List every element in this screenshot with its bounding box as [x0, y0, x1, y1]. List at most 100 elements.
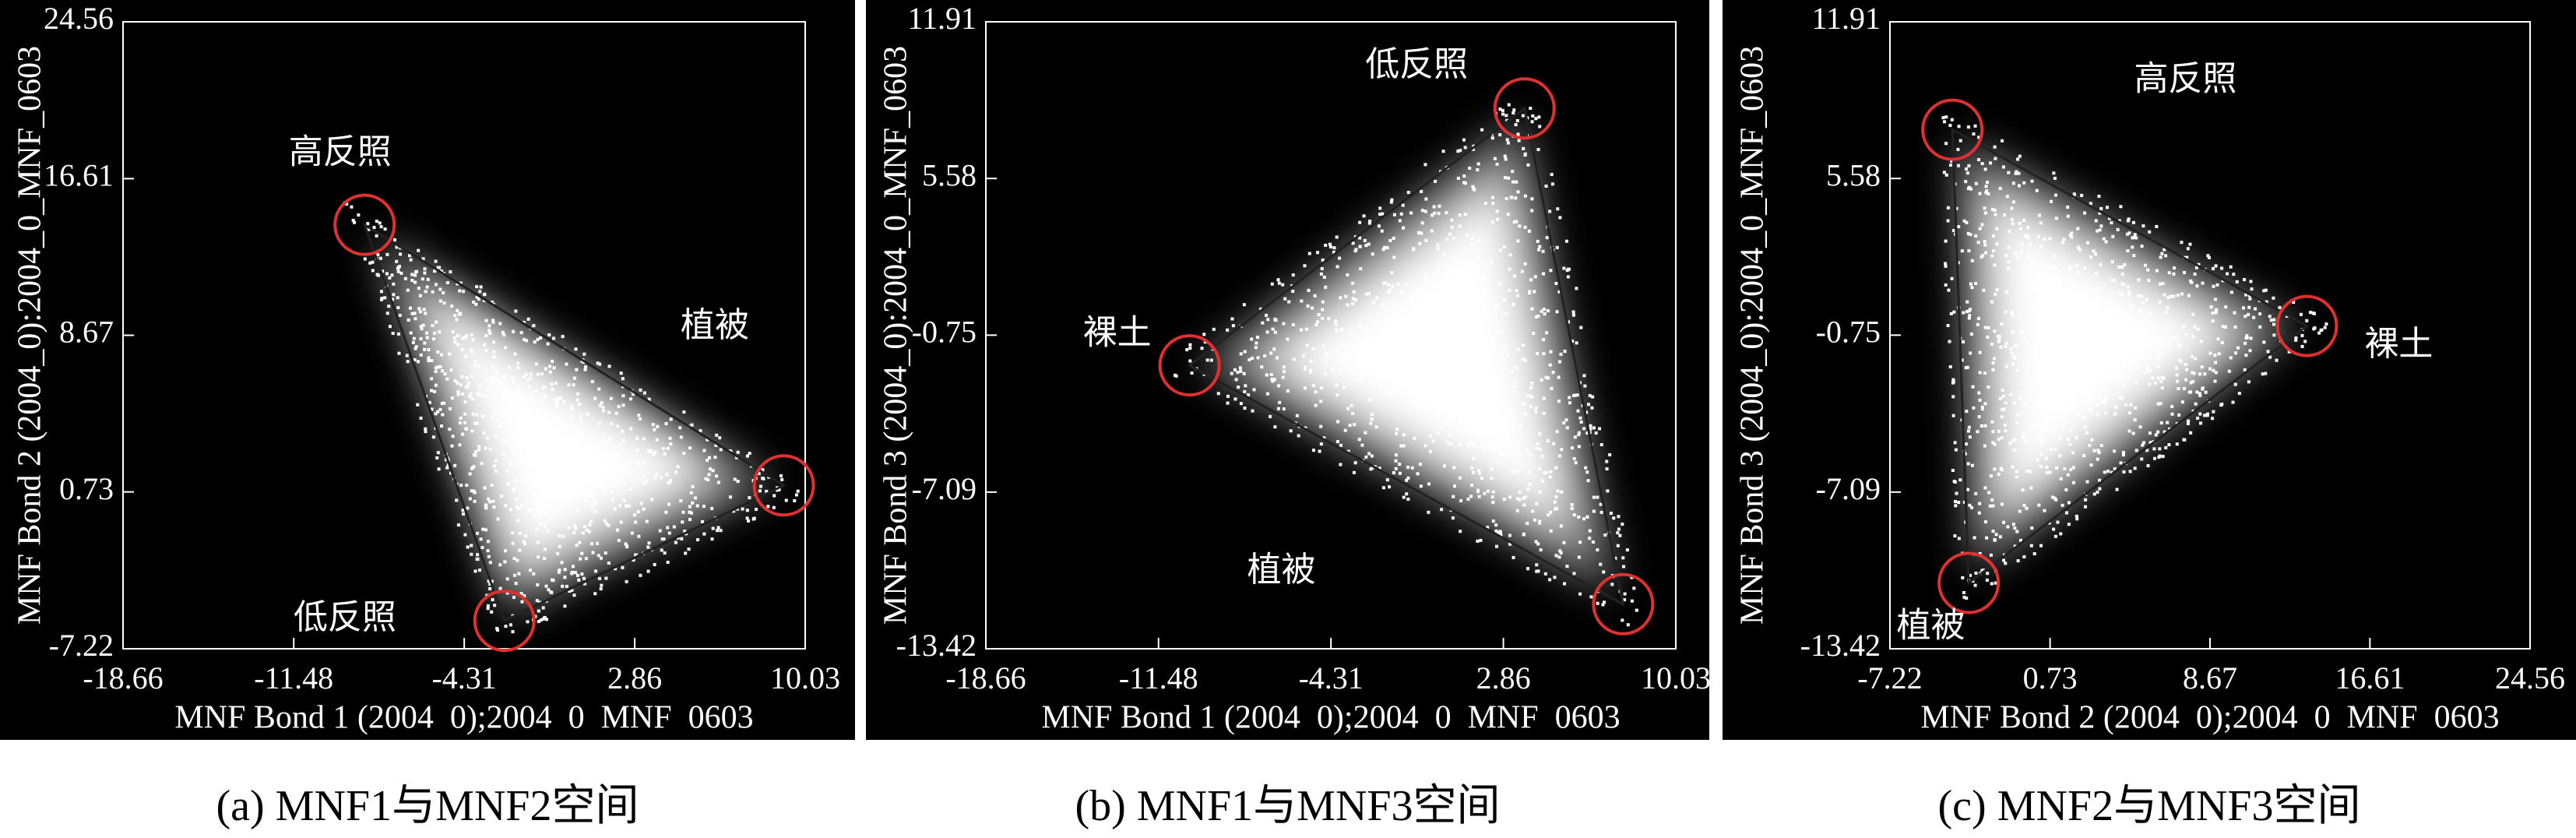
speck	[1265, 313, 1269, 317]
speck	[1447, 422, 1451, 426]
speck	[2050, 298, 2054, 302]
endmember	[752, 454, 815, 517]
speck	[1476, 306, 1480, 310]
speck	[2243, 278, 2247, 282]
speck	[1496, 405, 1500, 409]
speck	[554, 381, 558, 385]
speck	[1557, 360, 1561, 364]
speck	[557, 570, 561, 574]
speck	[2132, 254, 2136, 258]
speck	[1490, 136, 1494, 140]
speck	[1622, 565, 1626, 569]
speck	[549, 451, 553, 455]
speck	[1573, 435, 1577, 439]
speck	[1596, 548, 1599, 552]
x-tick-label: 10.03	[1641, 660, 1711, 695]
speck	[646, 545, 650, 549]
speck	[396, 296, 399, 300]
speck	[1978, 227, 1982, 231]
speck	[1487, 373, 1490, 377]
speck	[2119, 205, 2123, 209]
speck	[419, 353, 423, 357]
speck	[486, 549, 490, 553]
speck	[570, 417, 574, 421]
speck	[663, 452, 667, 456]
speck	[2308, 311, 2312, 315]
speck	[1568, 401, 1571, 405]
speck	[1964, 180, 1968, 184]
speck	[1952, 310, 1956, 314]
speck	[2043, 509, 2046, 512]
speck	[1332, 246, 1336, 250]
speck	[1501, 108, 1504, 112]
speck	[1378, 213, 1382, 217]
speck	[2145, 449, 2149, 452]
speck	[718, 436, 722, 440]
speck	[678, 426, 682, 430]
speck	[1964, 366, 1968, 370]
speck	[396, 266, 400, 269]
speck	[614, 567, 618, 571]
speck	[1385, 349, 1388, 353]
speck	[1968, 314, 1972, 318]
speck	[1520, 269, 1524, 273]
speck	[1340, 327, 1344, 331]
speck	[2067, 342, 2071, 346]
speck	[1582, 517, 1586, 521]
speck	[598, 576, 602, 580]
annotation: 低反照	[1365, 44, 1468, 84]
speck	[1548, 210, 1552, 213]
speck	[2022, 555, 2026, 558]
speck	[1530, 395, 1534, 399]
speck	[1493, 310, 1497, 314]
speck	[733, 477, 737, 481]
speck	[558, 533, 561, 537]
speck	[466, 385, 470, 389]
speck	[2272, 322, 2275, 326]
speck	[466, 545, 470, 549]
speck	[470, 429, 474, 433]
speck	[1557, 555, 1561, 559]
speck	[579, 433, 582, 437]
speck	[1367, 368, 1371, 371]
speck	[1998, 187, 2002, 191]
speck	[544, 618, 548, 621]
speck	[1416, 288, 1420, 292]
speck	[621, 429, 625, 433]
speck	[470, 467, 473, 470]
speck	[2117, 325, 2120, 329]
speck	[604, 439, 607, 443]
speck	[2030, 179, 2034, 183]
speck	[512, 596, 516, 600]
speck	[1589, 427, 1592, 431]
speck	[2287, 350, 2291, 354]
speck	[2053, 427, 2057, 431]
speck	[1420, 231, 1423, 235]
speck	[1452, 466, 1456, 470]
speck	[1380, 229, 1384, 233]
speck	[2142, 371, 2146, 375]
speck	[1543, 471, 1547, 475]
speck	[1991, 441, 1995, 445]
speck	[1957, 164, 1961, 167]
speck	[2030, 425, 2034, 429]
speck	[484, 319, 488, 322]
speck	[1507, 176, 1511, 180]
speck	[2111, 234, 2115, 238]
speck	[1962, 219, 1966, 223]
speck	[435, 320, 438, 324]
speck	[1346, 407, 1350, 410]
speck	[2098, 367, 2102, 371]
speck	[490, 610, 494, 614]
speck	[1529, 482, 1533, 486]
speck	[1994, 292, 1997, 296]
speck	[1955, 491, 1958, 495]
speck	[642, 507, 646, 511]
speck	[558, 478, 561, 482]
speck	[1969, 233, 1972, 237]
speck	[2018, 221, 2022, 225]
speck	[2121, 451, 2125, 455]
speck	[1494, 370, 1498, 374]
speck	[2000, 436, 2004, 440]
speck	[1566, 275, 1570, 279]
